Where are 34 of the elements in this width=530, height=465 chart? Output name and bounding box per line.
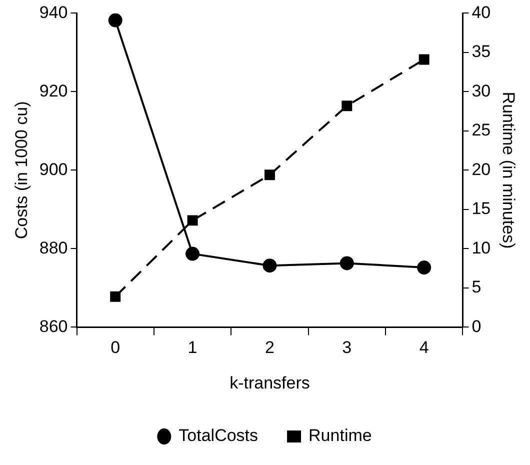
y-axis-title: Costs (in 1000 cu) bbox=[12, 101, 31, 240]
point bbox=[418, 54, 430, 65]
x-axis-title: k-transfers bbox=[230, 373, 310, 392]
x-tick-label: 3 bbox=[342, 338, 352, 358]
y-tick-label: 920 bbox=[39, 81, 68, 100]
y2-tick-label: 0 bbox=[472, 316, 482, 336]
y2-tick-label: 5 bbox=[472, 278, 482, 297]
y2-tick-label: 40 bbox=[472, 2, 491, 22]
point bbox=[417, 260, 432, 275]
point bbox=[108, 13, 122, 28]
x-tick-label: 4 bbox=[419, 338, 429, 358]
point bbox=[110, 291, 121, 302]
point bbox=[186, 246, 200, 261]
y-tick-label: 860 bbox=[39, 316, 68, 336]
y-tick-label: 880 bbox=[39, 238, 68, 258]
x-tick-label: 1 bbox=[188, 338, 198, 358]
y2-tick-label: 10 bbox=[472, 238, 491, 258]
point bbox=[342, 100, 352, 112]
point bbox=[187, 215, 198, 226]
y2-tick-label: 15 bbox=[472, 199, 491, 218]
point bbox=[262, 258, 277, 273]
y-tick-label: 940 bbox=[39, 2, 68, 22]
y-tick-label: 900 bbox=[39, 160, 68, 179]
y2-axis-title: Runtime (in minutes) bbox=[499, 92, 518, 249]
x-tick-label: 0 bbox=[110, 338, 120, 358]
x-tick-label: 2 bbox=[264, 338, 274, 358]
y2-tick-label: 20 bbox=[472, 160, 491, 179]
y2-tick-label: 30 bbox=[472, 81, 491, 100]
legend-label: TotalCosts bbox=[178, 426, 258, 446]
legend-label: Runtime bbox=[308, 426, 372, 446]
y2-tick-label: 25 bbox=[472, 120, 491, 140]
point bbox=[340, 256, 354, 270]
point bbox=[264, 170, 275, 180]
y2-tick-label: 35 bbox=[472, 42, 491, 62]
